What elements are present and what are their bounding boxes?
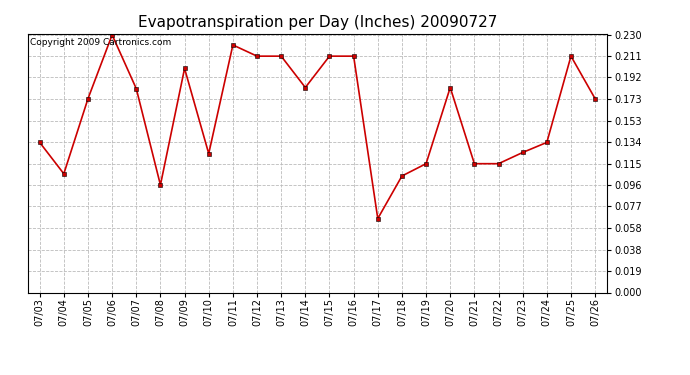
Text: Copyright 2009 Cartronics.com: Copyright 2009 Cartronics.com [30, 38, 172, 46]
Text: Evapotranspiration per Day (Inches) 20090727: Evapotranspiration per Day (Inches) 2009… [138, 15, 497, 30]
